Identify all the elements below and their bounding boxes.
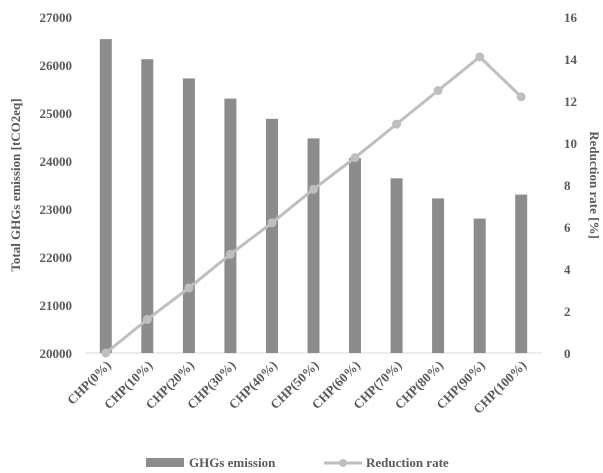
bar-CHP(50%) <box>307 138 320 353</box>
bar-CHP(20%) <box>182 78 195 354</box>
y2-tick-label: 12 <box>564 94 577 109</box>
legend-line-label: Reduction rate <box>366 455 449 470</box>
reduction-rate-point-CHP(70%) <box>392 119 402 129</box>
y2-tick-label: 0 <box>564 346 571 361</box>
bar-CHP(40%) <box>266 118 278 353</box>
bar-CHP(0%) <box>99 39 112 353</box>
y2-axis-ticks: 0 2 4 6 8 10 12 14 16 <box>564 10 578 361</box>
x-axis-ticks: CHP(0%)CHP(10%)CHP(20%)CHP(30%)CHP(40%)C… <box>64 358 529 417</box>
reduction-rate-point-CHP(40%) <box>267 218 277 228</box>
y-axis-title: Total GHGs emission [tCO2eq] <box>8 98 23 271</box>
y-tick-label: 23000 <box>40 202 73 217</box>
y2-axis-title: Reduction rate [%] <box>587 131 602 239</box>
bar-CHP(70%) <box>390 178 403 353</box>
bar-CHP(30%) <box>224 98 237 353</box>
bar-CHP(90%) <box>473 218 486 353</box>
y2-tick-label: 16 <box>564 10 578 25</box>
y2-tick-label: 4 <box>564 262 571 277</box>
reduction-rate-point-CHP(90%) <box>475 52 485 62</box>
reduction-rate-point-CHP(100%) <box>516 92 526 102</box>
y-tick-label: 25000 <box>40 106 73 121</box>
bar-CHP(10%) <box>141 59 154 353</box>
reduction-rate-point-CHP(0%) <box>101 348 111 358</box>
legend-bar-label: GHGs emission <box>189 455 276 470</box>
y-axis-ticks: 20000 21000 22000 23000 24000 25000 26000 27000 <box>40 10 73 361</box>
y2-tick-label: 10 <box>564 136 577 151</box>
line-series <box>101 52 526 358</box>
y2-tick-label: 8 <box>564 178 571 193</box>
legend: GHGs emission Reduction rate <box>146 455 449 470</box>
y-tick-label: 24000 <box>40 154 73 169</box>
reduction-rate-point-CHP(50%) <box>309 184 318 194</box>
reduction-rate-point-CHP(30%) <box>225 249 235 259</box>
y-tick-label: 20000 <box>40 346 73 361</box>
y2-tick-label: 6 <box>564 220 571 235</box>
reduction-rate-point-CHP(20%) <box>184 283 194 293</box>
reduction-rate-point-CHP(60%) <box>350 153 360 163</box>
legend-line-marker <box>339 459 347 467</box>
y-tick-label: 27000 <box>40 10 73 25</box>
reduction-rate-point-CHP(10%) <box>142 314 152 324</box>
bar-CHP(60%) <box>349 158 361 353</box>
bar-CHP(80%) <box>432 198 445 353</box>
legend-bar-swatch <box>146 458 184 467</box>
y-tick-label: 21000 <box>40 298 73 313</box>
y2-tick-label: 2 <box>564 304 571 319</box>
y2-tick-label: 14 <box>564 52 578 67</box>
reduction-rate-point-CHP(80%) <box>433 86 443 95</box>
bar-CHP(100%) <box>515 194 528 353</box>
y-tick-label: 26000 <box>40 58 73 73</box>
y-tick-label: 22000 <box>40 250 73 265</box>
